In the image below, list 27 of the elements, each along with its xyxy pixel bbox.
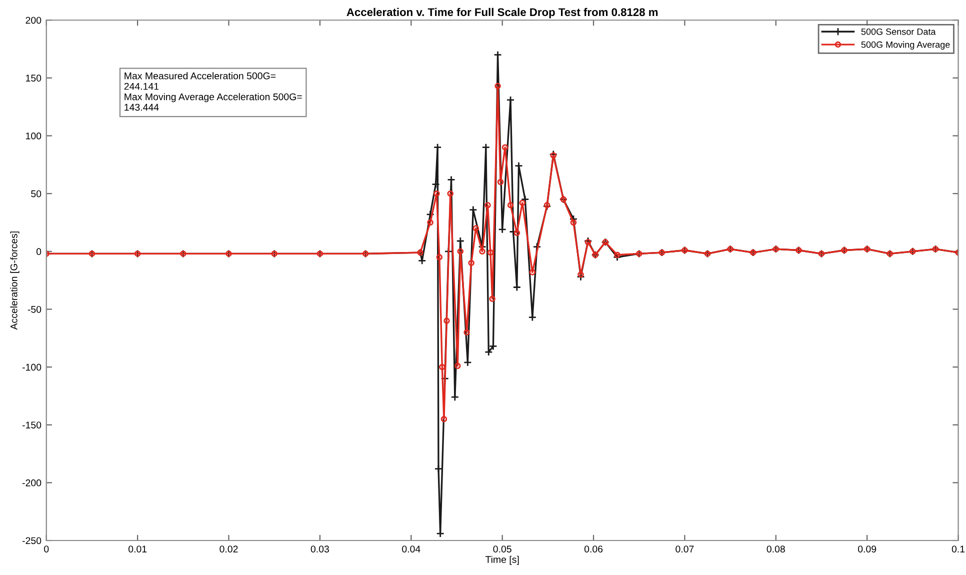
x-tick-label: 0 bbox=[44, 546, 49, 552]
y-tick-label: 0 bbox=[36, 248, 42, 256]
x-tick-label: 0.09 bbox=[858, 546, 876, 552]
y-tick-label: 150 bbox=[26, 74, 42, 82]
y-tick-label: -50 bbox=[28, 306, 42, 313]
annotation: Max Measured Acceleration 500G= 244.141 Max Moving Average Acceleration 500G= 143.444 bbox=[124, 72, 302, 111]
y-tick-label: 200 bbox=[26, 16, 42, 24]
x-tick-label: 0.08 bbox=[766, 546, 785, 552]
x-tick-label: 0.04 bbox=[402, 546, 420, 552]
y-tick-label: 100 bbox=[26, 132, 42, 140]
x-axis-title: Time [s] bbox=[485, 556, 519, 565]
x-tick-label: 0.03 bbox=[310, 546, 329, 552]
x-tick-label: 0.05 bbox=[493, 546, 512, 552]
y-tick-label: -250 bbox=[22, 537, 42, 544]
x-tick-label: 0.06 bbox=[584, 546, 603, 552]
y-tick-label: -200 bbox=[22, 479, 42, 486]
y-tick-label: -100 bbox=[22, 364, 42, 371]
chart-title: Acceleration v. Time for Full Scale Drop Test from 0.8128 m bbox=[346, 8, 658, 18]
y-tick-label: -150 bbox=[22, 422, 42, 428]
x-tick-label: 0.02 bbox=[220, 546, 238, 552]
y-axis-title: Acceleration [G-forces] bbox=[10, 232, 20, 330]
x-tick-label: 0.01 bbox=[128, 546, 147, 552]
legend-label: 500G Moving Average bbox=[861, 41, 950, 50]
legend-label: 500G Sensor Data bbox=[861, 28, 936, 35]
y-tick-label: 50 bbox=[31, 190, 42, 198]
x-tick-label: 0.1 bbox=[952, 546, 965, 552]
x-tick-label: 0.07 bbox=[676, 546, 694, 552]
